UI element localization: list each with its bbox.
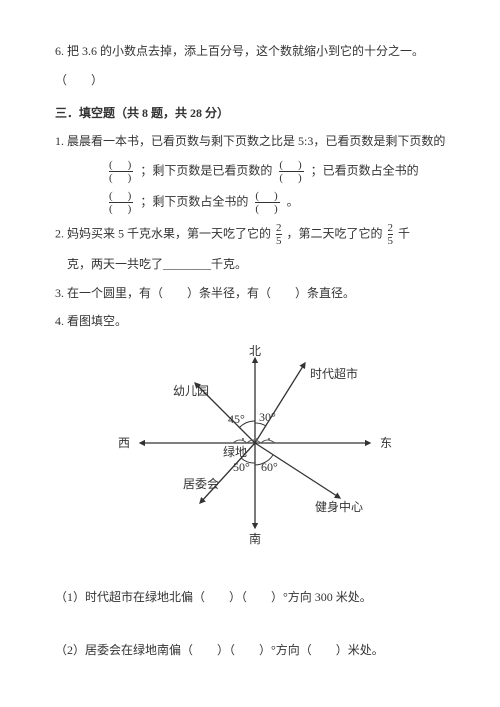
sub-question-2: （2）居委会在绿地南偏（ ）（ ）°方向（ ）米处。 — [55, 639, 455, 662]
dir-south-label: 南 — [249, 531, 261, 546]
green-label: 绿地 — [223, 444, 247, 459]
dir-west-label: 西 — [118, 436, 130, 450]
q2d-text: 克，两天一共吃了________千克。 — [67, 257, 247, 271]
q1-row1: ( )( ) ；剩下页数是已看页数的 ( )( ) ；已看页数占全书的 — [55, 159, 455, 184]
kindergarten-label: 幼儿园 — [173, 384, 209, 398]
question-3: 3. 在一个圆里，有（ ）条半径，有（ ）条直径。 — [55, 282, 455, 305]
sub-question-1: （1）时代超市在绿地北偏（ ）（ ）°方向 300 米处。 — [55, 586, 455, 609]
direction-diagram: 北 南 东 西 幼儿园 时代超市 绿地 居委会 健身中心 45° 30° 50°… — [55, 343, 455, 556]
angle-50-label: 50° — [233, 460, 250, 474]
q2a-text: 2. 妈妈买来 5 千克水果，第一天吃了它的 — [55, 226, 271, 240]
angle-45-label: 45° — [228, 412, 245, 426]
q1c-text: ；剩下页数占全书的 — [140, 195, 248, 209]
paren-fraction: ( )( ) — [255, 190, 279, 215]
angle-60-label: 60° — [261, 460, 278, 474]
q1a-text: ；剩下页数是已看页数的 — [140, 164, 272, 178]
q2b-text: ，第二天吃了它的 — [287, 226, 383, 240]
fraction-2-5: 25 — [276, 222, 282, 247]
dir-north-label: 北 — [249, 344, 261, 358]
committee-label: 居委会 — [183, 477, 219, 491]
q1d-text: 。 — [287, 195, 299, 209]
dir-east-label: 东 — [380, 436, 392, 450]
question-2b: 克，两天一共吃了________千克。 — [55, 253, 455, 276]
q2c-text: 千 — [398, 226, 410, 240]
paren-fraction: ( )( ) — [279, 159, 303, 184]
q6-text: 6. 把 3.6 的小数点去掉，添上百分号，这个数就缩小到它的十分之一。 — [55, 44, 424, 58]
market-label: 时代超市 — [310, 366, 358, 381]
q1b-text: ；已看页数占全书的 — [311, 164, 419, 178]
question-1: 1. 晨晨看一本书，已看页数与剩下页数之比是 5:3，已看页数是剩下页数的 — [55, 130, 455, 153]
section-3-heading: 三．填空题（共 8 题，共 28 分） — [55, 102, 455, 125]
angle-30-label: 30° — [259, 410, 276, 424]
question-4: 4. 看图填空。 — [55, 310, 455, 333]
paren-fraction: ( )( ) — [109, 190, 133, 215]
paren-fraction: ( )( ) — [109, 159, 133, 184]
gym-label: 健身中心 — [315, 499, 363, 514]
question-6-blank: （ ） — [55, 69, 455, 92]
q1-row2: ( )( ) ；剩下页数占全书的 ( )( ) 。 — [55, 190, 455, 215]
fraction-2-5: 25 — [388, 222, 394, 247]
question-6: 6. 把 3.6 的小数点去掉，添上百分号，这个数就缩小到它的十分之一。 — [55, 40, 455, 63]
question-2: 2. 妈妈买来 5 千克水果，第一天吃了它的 25 ，第二天吃了它的 25 千 — [55, 222, 455, 247]
